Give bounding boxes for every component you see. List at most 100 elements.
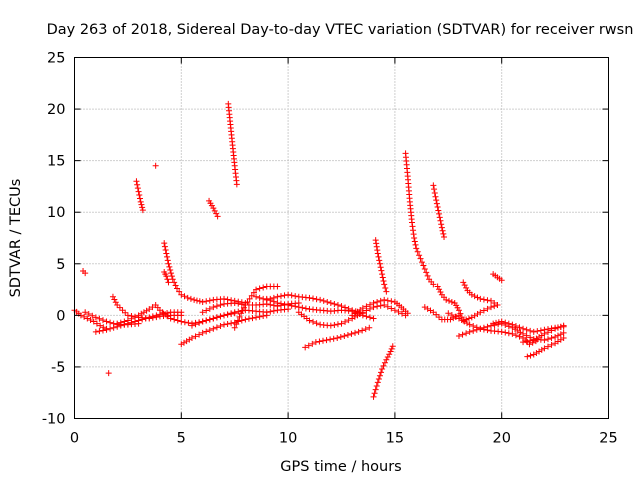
data-point [420, 262, 427, 269]
data-point [374, 379, 381, 386]
data-point [169, 276, 176, 283]
data-point [213, 210, 220, 217]
data-point [544, 329, 551, 336]
data-point [267, 308, 274, 315]
data-point [363, 313, 370, 320]
data-point [376, 260, 383, 267]
data-point [560, 322, 567, 329]
data-point [384, 353, 391, 360]
data-point [99, 317, 106, 324]
data-point [423, 269, 430, 276]
data-point [342, 318, 349, 325]
data-point [455, 307, 462, 314]
data-point [253, 286, 260, 293]
data-point [299, 304, 306, 311]
data-point [557, 323, 564, 330]
data-point [306, 317, 313, 324]
data-point [541, 330, 548, 337]
data-point [217, 302, 224, 309]
data-point [316, 338, 323, 345]
data-point [446, 297, 453, 304]
data-point [533, 350, 540, 357]
data-point [348, 330, 355, 337]
data-point [146, 306, 153, 313]
chart-title: Day 263 of 2018, Sidereal Day-to-day VTE… [47, 22, 634, 38]
data-point [128, 315, 135, 322]
data-point [465, 315, 472, 322]
data-point [342, 304, 349, 311]
data-point [111, 296, 118, 303]
data-point [372, 237, 379, 244]
data-point [139, 204, 146, 211]
data-point [490, 320, 497, 327]
data-point [87, 316, 94, 323]
data-point [178, 341, 185, 348]
data-point [493, 319, 500, 326]
data-point [382, 285, 389, 292]
data-point [523, 326, 530, 333]
data-point [281, 292, 288, 299]
data-point [253, 314, 260, 321]
data-point [164, 257, 171, 264]
data-point [370, 315, 377, 322]
data-point [379, 271, 386, 278]
data-point [206, 305, 213, 312]
data-point [380, 362, 387, 369]
data-point [310, 295, 317, 302]
data-point [109, 293, 116, 300]
data-point [310, 318, 317, 325]
data-point [376, 257, 383, 264]
data-point [480, 296, 487, 303]
data-point [288, 292, 295, 299]
x-tick-label: 10 [279, 431, 297, 447]
data-point [124, 312, 131, 319]
data-point [244, 298, 251, 305]
data-point [206, 327, 213, 334]
data-point [199, 309, 206, 316]
data-point [527, 327, 534, 334]
data-point [164, 253, 171, 260]
data-point [443, 296, 450, 303]
data-point [277, 293, 284, 300]
data-point [168, 273, 175, 280]
axes: 0 5 10 15 20 25 -10 -5 0 5 10 15 20 25 [42, 51, 618, 447]
data-point [178, 312, 185, 319]
data-point [103, 318, 110, 325]
data-point [274, 299, 281, 306]
data-point [512, 323, 519, 330]
x-tick-label: 25 [599, 431, 617, 447]
data-point [292, 303, 299, 310]
data-point [313, 296, 320, 303]
data-point [523, 332, 530, 339]
data-point [137, 195, 144, 202]
data-point [380, 277, 387, 284]
data-point [538, 332, 545, 339]
data-point [433, 200, 440, 207]
data-point [165, 279, 172, 286]
data-point [99, 327, 106, 334]
data-point [375, 376, 382, 383]
data-point [355, 328, 362, 335]
data-point [377, 264, 384, 271]
data-point [81, 313, 88, 320]
data-point [84, 315, 91, 322]
data-point [213, 324, 220, 331]
data-point [541, 345, 548, 352]
data-point [447, 316, 454, 323]
data-point [274, 293, 281, 300]
data-point [270, 307, 277, 314]
data-point [231, 309, 238, 316]
data-point [484, 305, 491, 312]
data-point [221, 295, 228, 302]
data-point [381, 281, 388, 288]
data-point [413, 245, 420, 252]
data-point [260, 295, 267, 302]
data-point [484, 297, 491, 304]
data-point [434, 204, 441, 211]
x-axis-label: GPS time / hours [280, 459, 401, 475]
data-point [468, 291, 475, 298]
data-point [548, 341, 555, 348]
data-point [345, 305, 352, 312]
data-point [327, 336, 334, 343]
data-point [134, 185, 141, 192]
